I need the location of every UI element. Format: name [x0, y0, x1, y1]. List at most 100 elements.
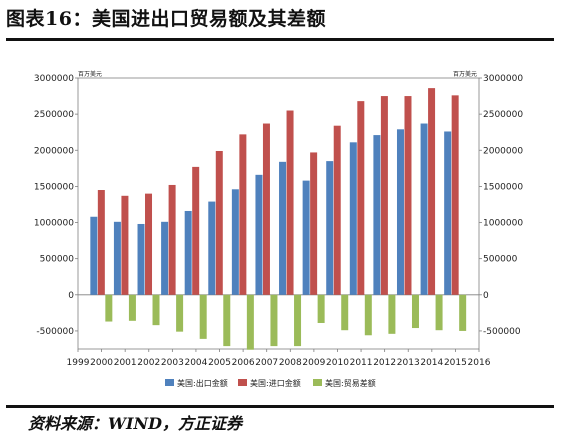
bar [420, 123, 428, 295]
x-tick-label: 2011 [350, 358, 373, 368]
bar [215, 150, 223, 295]
x-tick-label: 2016 [468, 358, 491, 368]
y-tick-label: 1500000 [34, 182, 74, 192]
x-tick-label: 2000 [90, 358, 113, 368]
bar [341, 294, 349, 331]
y-tick-label: -500000 [483, 327, 521, 337]
bar [294, 294, 302, 347]
bar [239, 134, 247, 295]
x-tick-label: 2014 [420, 358, 443, 368]
bar [310, 152, 318, 295]
left-unit-label: 百万美元 [78, 70, 102, 78]
bar [161, 221, 169, 295]
bar [262, 123, 270, 295]
legend-swatch [238, 379, 247, 386]
y-tick-label: 0 [68, 291, 74, 301]
bar [411, 294, 419, 329]
bar [145, 193, 153, 295]
y-tick-label: 2000000 [34, 146, 74, 156]
x-tick-label: 2013 [397, 358, 420, 368]
bar [105, 294, 113, 322]
bar [128, 294, 136, 321]
y-axis-left: 3000000 2500000 2000000 1500000 1000000 50000… [34, 74, 78, 337]
y-tick-label: 500000 [40, 255, 75, 265]
x-tick-label: 2010 [326, 358, 349, 368]
y-tick-label: -500000 [36, 327, 74, 337]
bar [199, 294, 207, 339]
bar [326, 161, 334, 295]
bar [270, 294, 278, 347]
source-rule [6, 405, 554, 408]
x-tick-label: 2009 [302, 358, 325, 368]
x-tick-label: 2012 [373, 358, 396, 368]
bar [121, 195, 129, 295]
x-axis: 1999 2000 2001 2002 2003 2004 2005 2006 2007 2008… [67, 349, 491, 368]
x-tick-label: 1999 [67, 358, 90, 368]
bar [137, 223, 145, 295]
x-tick-label: 2005 [208, 358, 231, 368]
bar [246, 294, 254, 350]
x-tick-label: 2015 [444, 358, 467, 368]
bar-series [90, 88, 467, 350]
x-tick-label: 2004 [184, 358, 207, 368]
plot-frame [77, 77, 480, 350]
source-note: 资料来源：WIND，方正证券 [28, 414, 242, 433]
bar [459, 294, 467, 331]
y-tick-label: 0 [483, 291, 489, 301]
y-tick-label: 1000000 [483, 219, 523, 229]
title-rule [6, 38, 554, 41]
bar [444, 131, 452, 295]
right-unit-label: 百万美元 [453, 70, 477, 78]
bar [97, 190, 105, 295]
bar [404, 96, 412, 295]
x-tick-label: 2006 [232, 358, 255, 368]
bar [231, 189, 239, 295]
bar [286, 110, 294, 295]
bar [208, 201, 216, 295]
bar [90, 216, 98, 295]
bar [255, 174, 263, 295]
y-axis-right: 3000000 2500000 2000000 1500000 1000000 50000… [479, 74, 523, 337]
y-tick-label: 2500000 [483, 110, 523, 120]
bar [435, 294, 443, 331]
y-tick-label: 2500000 [34, 110, 74, 120]
legend-label: 美国:贸易差额 [325, 378, 376, 388]
bar [357, 101, 365, 295]
bar [223, 294, 231, 347]
y-tick-label: 3000000 [483, 74, 523, 84]
bar [168, 184, 176, 295]
x-tick-label: 2007 [255, 358, 278, 368]
bar [373, 135, 381, 295]
bar [451, 95, 459, 295]
y-tick-label: 1000000 [34, 219, 74, 229]
y-tick-label: 500000 [483, 255, 518, 265]
bar [364, 294, 372, 336]
legend-label: 美国:进口金额 [250, 378, 301, 388]
legend-label: 美国:出口金额 [177, 378, 228, 388]
bar [349, 142, 357, 295]
y-tick-label: 3000000 [34, 74, 74, 84]
legend: 美国:出口金额 美国:进口金额 美国:贸易差额 [165, 378, 376, 388]
bar [176, 294, 184, 332]
bar [428, 88, 436, 295]
legend-swatch [165, 379, 174, 386]
bar [302, 180, 310, 295]
x-tick-label: 2002 [137, 358, 160, 368]
x-tick-label: 2008 [279, 358, 302, 368]
y-tick-label: 1500000 [483, 182, 523, 192]
bar [333, 125, 341, 295]
bar [388, 294, 396, 334]
bar [380, 96, 388, 295]
chart-title: 图表16：美国进出口贸易额及其差额 [6, 8, 326, 30]
bar [113, 221, 121, 295]
x-tick-label: 2003 [161, 358, 184, 368]
bar [184, 210, 192, 295]
bar [152, 294, 160, 326]
bar [192, 166, 200, 295]
legend-swatch [313, 379, 322, 386]
bar [317, 294, 325, 323]
y-tick-label: 2000000 [483, 146, 523, 156]
bar [396, 129, 404, 295]
bar [279, 161, 287, 295]
